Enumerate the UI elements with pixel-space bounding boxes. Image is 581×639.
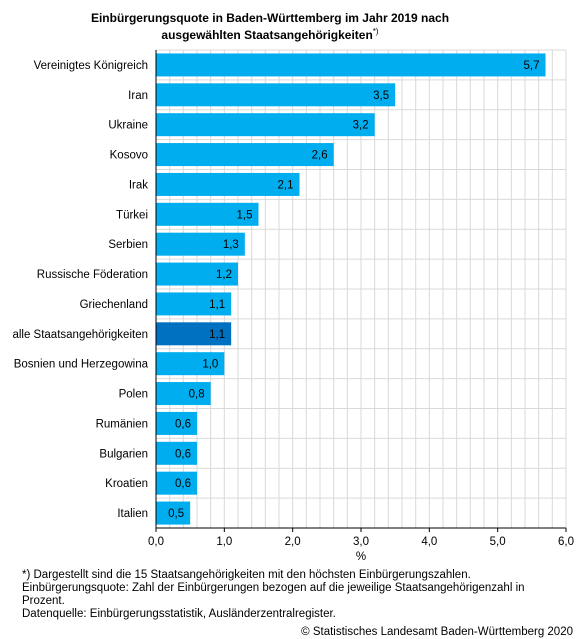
copyright: © Statistisches Landesamt Baden-Württemb… <box>301 626 573 638</box>
bar <box>156 143 334 167</box>
chart-title: Einbürgerungsquote in Baden-Württemberg … <box>60 11 480 42</box>
category-label: Russische Föderation <box>37 269 148 281</box>
bar <box>156 113 375 137</box>
category-label: Kosovo <box>110 150 148 162</box>
category-label: Iran <box>128 90 148 102</box>
data-label: 1,2 <box>216 269 232 281</box>
category-label: Griechenland <box>80 299 148 311</box>
footnote-4: Datenquelle: Einbürgerungsstatistik, Aus… <box>22 608 336 620</box>
x-tick-label: 0,0 <box>148 536 164 548</box>
category-label: Rumänien <box>96 418 148 430</box>
bar <box>156 232 245 256</box>
x-tick-label: 4,0 <box>421 536 437 548</box>
data-label: 1,5 <box>237 209 253 221</box>
category-label: alle Staatsangehörigkeiten <box>12 329 148 341</box>
x-tick-label: 1,0 <box>216 536 232 548</box>
data-label: 3,5 <box>373 90 389 102</box>
category-label: Serbien <box>108 239 148 251</box>
x-axis: 0,0 1,0 2,0 3,0 4,0 5,0 6,0% <box>148 50 574 560</box>
x-tick-label: 2,0 <box>285 536 301 548</box>
footnote-1: *) Dargestellt sind die 15 Staatsangehör… <box>22 569 471 581</box>
bars: 5,7 3,5 3,2 2,6 2,1 1,5 1,3 1,2 1,1 1,1 1,0 0,8 0,6 0… <box>156 53 546 525</box>
bar <box>156 411 197 435</box>
bar <box>156 501 191 525</box>
data-label: 2,1 <box>278 179 294 191</box>
bar <box>156 202 259 226</box>
data-label: 1,1 <box>209 299 225 311</box>
x-axis-label: % <box>356 551 366 560</box>
bar <box>156 262 238 286</box>
category-label: Bosnien und Herzegowina <box>14 359 149 371</box>
category-label: Bulgarien <box>99 448 148 460</box>
data-label: 1,0 <box>202 359 218 371</box>
bar <box>156 352 225 376</box>
bar <box>156 83 396 107</box>
bar <box>156 172 300 196</box>
category-label: Italien <box>117 508 148 520</box>
bar <box>156 292 232 316</box>
data-label: 2,6 <box>312 150 328 162</box>
bar <box>156 471 197 495</box>
chart-title-line-2: ausgewählten Staatsangehörigkeiten <box>161 28 373 42</box>
footnote-marker: *) <box>372 27 379 36</box>
category-label: Vereinigtes Königreich <box>34 60 148 72</box>
data-label: 0,6 <box>175 418 191 430</box>
bar <box>156 322 232 346</box>
category-label: Ukraine <box>108 120 148 132</box>
data-label: 1,1 <box>209 329 225 341</box>
bar <box>156 441 197 465</box>
x-tick-label: 3,0 <box>353 536 369 548</box>
data-label: 3,2 <box>353 120 369 132</box>
data-label: 0,8 <box>189 389 205 401</box>
x-tick-label: 6,0 <box>558 536 574 548</box>
category-label: Polen <box>119 389 148 401</box>
data-label: 0,6 <box>175 448 191 460</box>
data-label: 5,7 <box>524 60 540 72</box>
data-label: 0,5 <box>168 508 184 520</box>
footnote-2: Einbürgerungsquote: Zahl der Einbürgerun… <box>22 582 525 594</box>
category-labels: Vereinigtes Königreich Iran Ukraine Kosovo I… <box>12 60 148 520</box>
chart-title-line-1: Einbürgerungsquote in Baden-Württemberg … <box>90 11 450 25</box>
category-label: Irak <box>129 179 148 191</box>
footnotes: *) Dargestellt sind die 15 Staatsangehör… <box>22 569 525 621</box>
category-label: Türkei <box>116 209 148 221</box>
bar <box>156 53 546 77</box>
category-label: Kroatien <box>105 478 148 490</box>
data-label: 1,3 <box>223 239 239 251</box>
bar-chart: 5,73,53,22,62,11,51,31,21,11,11,00,80,60… <box>12 49 574 560</box>
data-label: 0,6 <box>175 478 191 490</box>
footnote-3: Prozent. <box>22 595 65 607</box>
bar <box>156 382 211 406</box>
x-tick-label: 5,0 <box>490 536 506 548</box>
